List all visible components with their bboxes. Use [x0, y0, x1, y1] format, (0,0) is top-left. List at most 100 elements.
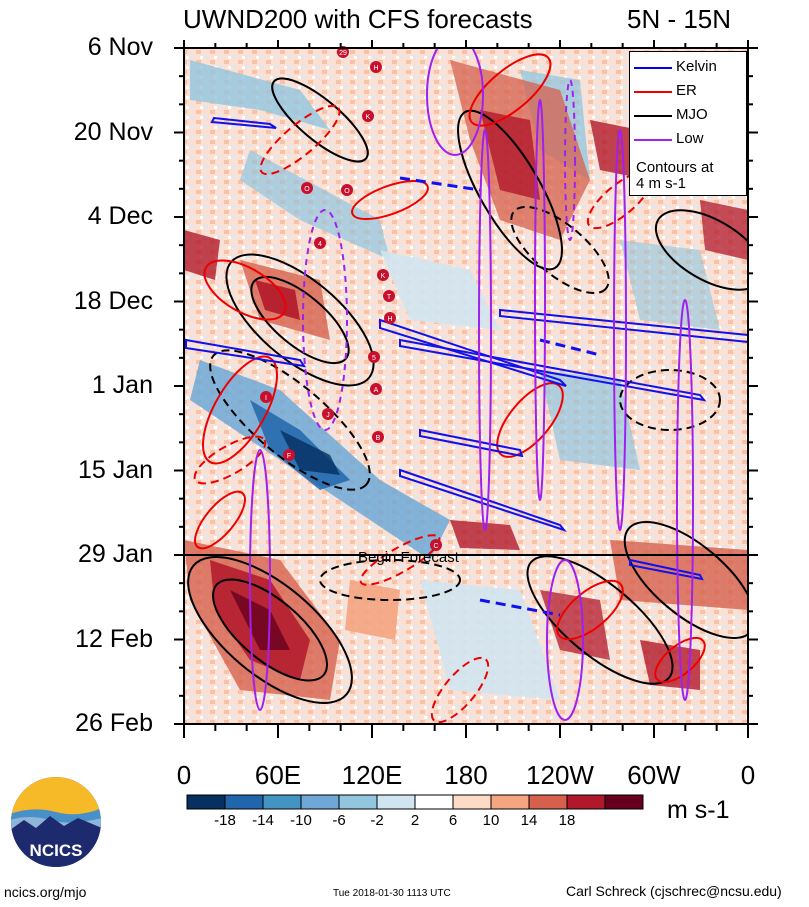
storm-marker-label: F: [287, 453, 291, 460]
storm-marker-symbol: [301, 182, 313, 194]
footer-url[interactable]: ncics.org/mjo: [4, 884, 87, 900]
begin-forecast-label: Begin Forecast: [358, 549, 460, 566]
storm-marker-label: T: [387, 294, 392, 301]
colorbar-swatch: [490, 794, 530, 810]
storm-marker-label: 5: [372, 355, 376, 362]
colorbar-tick-label: -18: [214, 812, 236, 829]
legend-swatch: [634, 91, 672, 93]
colorbar-swatch: [452, 794, 492, 810]
x-tick-label: 120E: [341, 760, 403, 790]
storm-marker: K: [362, 110, 374, 122]
colorbar-swatch: [300, 794, 340, 810]
ncics-logo: NCICS: [11, 777, 101, 867]
colorbar-swatch: [414, 794, 454, 810]
y-tick-label: 4 Dec: [87, 202, 153, 230]
chart-region: 5N - 15N: [627, 4, 732, 34]
storm-marker-symbol: [341, 184, 353, 196]
y-tick-label: 12 Feb: [75, 624, 153, 653]
contour-note-line2: 4 m s-1: [636, 175, 687, 192]
storm-marker: H: [384, 312, 396, 324]
colorbar-swatch: [604, 794, 644, 810]
storm-marker-symbol: [383, 290, 395, 302]
colorbar-tick-label: 6: [448, 812, 458, 829]
storm-marker-symbol: [384, 312, 396, 324]
colorbar-tick-label: 2: [410, 812, 420, 829]
y-tick-label: 20 Nov: [73, 117, 153, 146]
colorbar-tick-label: -14: [252, 812, 274, 829]
storm-marker-symbol: [283, 449, 295, 461]
x-tick-label: 0: [740, 760, 756, 790]
storm-markers: 29 H K O O 4 K T H 5 A I J B F C: [260, 46, 442, 551]
storm-marker: B: [372, 431, 384, 443]
y-tick-label: 26 Feb: [75, 709, 153, 737]
colorbar-swatch: [186, 794, 226, 810]
colorbar-tick-label: -2: [370, 812, 384, 829]
storm-marker-label: C: [433, 543, 438, 550]
colorbar-swatch: [224, 794, 264, 810]
storm-marker: A: [370, 383, 382, 395]
storm-marker: 4: [314, 237, 326, 249]
storm-marker-label: 29: [339, 50, 347, 57]
legend-swatch: [634, 139, 672, 141]
storm-marker-symbol: [314, 237, 326, 249]
storm-marker-symbol: [322, 408, 334, 420]
x-tick-label: 60W: [627, 760, 681, 790]
logo-text: NCICS: [30, 841, 83, 860]
colorbar-swatch: [338, 794, 378, 810]
storm-marker-label: O: [344, 188, 350, 195]
storm-marker-symbol: [430, 539, 442, 551]
legend-label: MJO: [676, 106, 708, 123]
storm-marker-label: A: [374, 387, 379, 394]
storm-marker: F: [283, 449, 295, 461]
storm-marker-label: H: [373, 65, 378, 72]
storm-marker-label: 4: [318, 241, 322, 248]
storm-marker: K: [377, 269, 389, 281]
footer-timestamp: Tue 2018-01-30 1113 UTC: [333, 888, 451, 899]
storm-marker-label: I: [265, 395, 267, 402]
colorbar-swatch: [376, 794, 416, 810]
footer-author: Carl Schreck (cjschrec@ncsu.edu): [566, 883, 782, 899]
legend: Kelvin ER MJO Low Contours at 4 m s-1: [629, 51, 747, 196]
colorbar-tick-label: 18: [558, 812, 576, 829]
x-tick-label: 60E: [254, 760, 302, 790]
storm-marker-label: O: [304, 186, 310, 193]
storm-marker-symbol: [370, 383, 382, 395]
contour-note: Contours at 4 m s-1: [636, 160, 714, 192]
x-tick-label: 120W: [526, 760, 594, 790]
storm-marker: I: [260, 391, 272, 403]
storm-marker: J: [322, 408, 334, 420]
colorbar-swatch: [566, 794, 606, 810]
y-tick-label: 15 Jan: [77, 455, 153, 484]
colorbar-tick-label: -6: [332, 812, 346, 829]
legend-label: ER: [676, 82, 697, 99]
legend-swatch: [634, 115, 672, 117]
storm-marker: 5: [368, 351, 380, 363]
contour-layer: [185, 48, 748, 724]
y-tick-label: 29 Jan: [77, 540, 153, 568]
storm-marker-symbol: [370, 61, 382, 73]
legend-swatch: [634, 67, 672, 69]
legend-label: Kelvin: [676, 58, 717, 75]
storm-marker: O: [301, 182, 313, 194]
storm-marker-symbol: [362, 110, 374, 122]
storm-marker: T: [383, 290, 395, 302]
colorbar-swatch: [262, 794, 302, 810]
storm-marker-symbol: [372, 431, 384, 443]
storm-marker-label: H: [387, 316, 392, 323]
colorbar-units: m s-1: [667, 796, 730, 824]
storm-marker-symbol: [368, 351, 380, 363]
axis-ticks: [174, 40, 758, 738]
storm-marker: O: [341, 184, 353, 196]
colorbar-swatch: [528, 794, 568, 810]
colorbar: [186, 794, 644, 810]
x-tick-label: 0: [176, 760, 192, 790]
legend-label: Low: [676, 130, 704, 147]
storm-marker-symbol: [377, 269, 389, 281]
y-tick-label: 6 Nov: [87, 33, 153, 61]
colorbar-tick-label: -10: [290, 812, 312, 829]
x-tick-label: 180: [444, 760, 488, 790]
storm-marker-label: B: [376, 435, 381, 442]
y-tick-label: 18 Dec: [73, 286, 153, 315]
contour-note-line1: Contours at: [636, 159, 714, 176]
